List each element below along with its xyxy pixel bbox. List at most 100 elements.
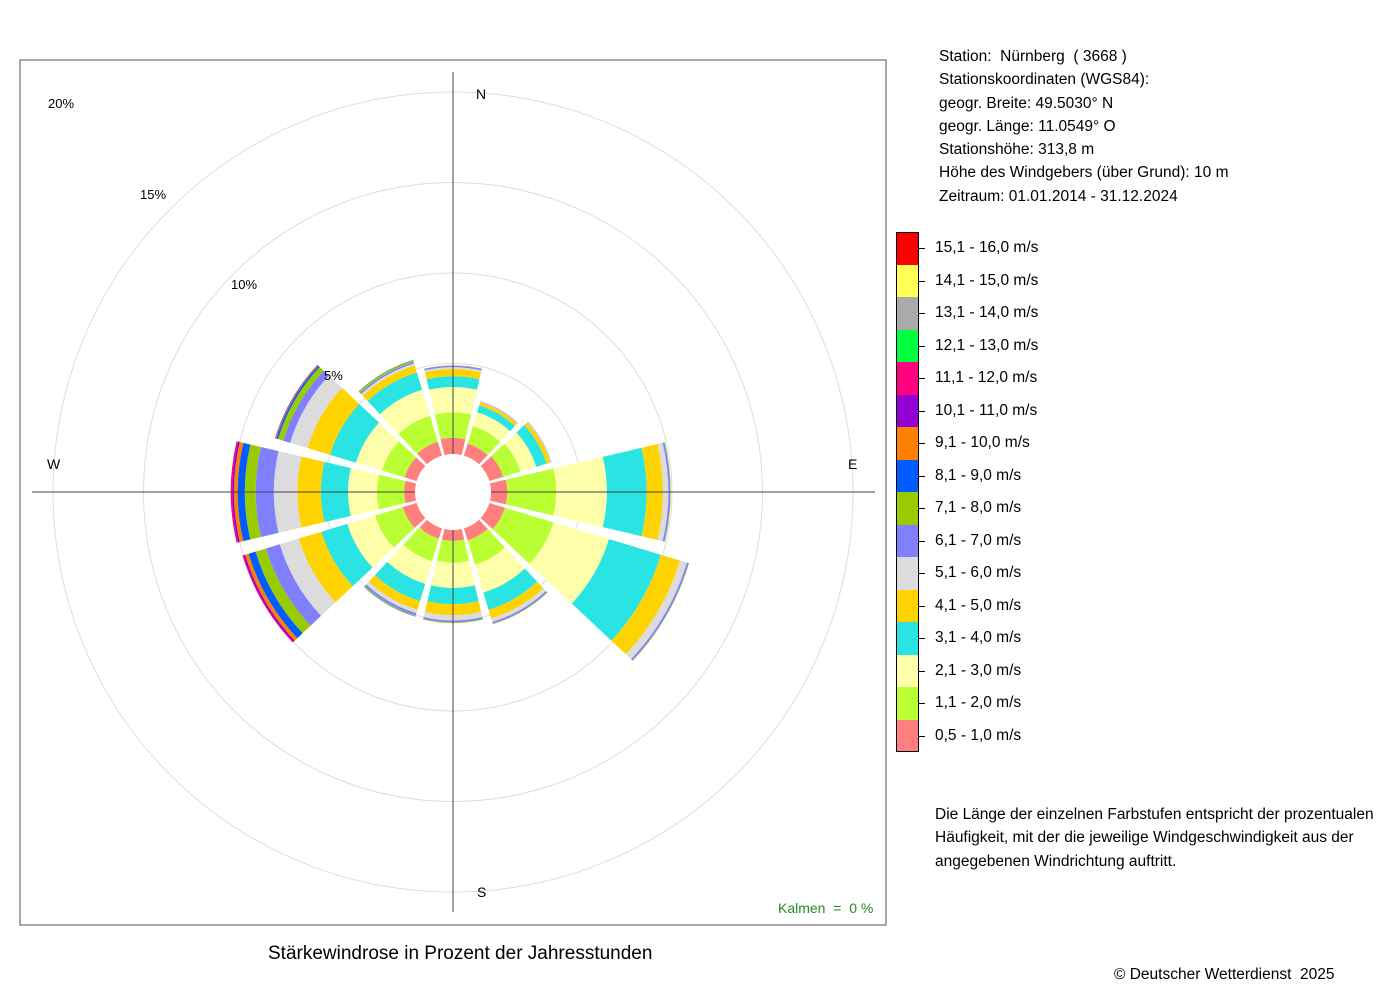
- sector-30-class-5: [479, 402, 518, 427]
- legend-label: 8,1 - 9,0 m/s: [935, 466, 1022, 484]
- legend-label: 0,5 - 1,0 m/s: [935, 726, 1022, 744]
- legend-swatch: [896, 362, 919, 395]
- sector-300-class-5: [307, 387, 360, 455]
- legend-tick: [919, 410, 925, 412]
- legend-item: 14,1 - 15,0 m/s: [896, 264, 1316, 297]
- compass-label-e: E: [848, 456, 857, 472]
- sector-240-class-4: [321, 523, 373, 587]
- sector-330-class-3: [379, 389, 430, 434]
- sector-150-class-1: [463, 519, 488, 541]
- legend-tick: [919, 475, 925, 477]
- legend-label: 5,1 - 6,0 m/s: [935, 564, 1022, 581]
- sector-90-class-6: [657, 442, 669, 542]
- sector-330-class-8: [358, 360, 414, 394]
- legend-item: 3,1 - 4,0 m/s: [896, 622, 1316, 655]
- sector-270-class-10: [233, 441, 244, 543]
- legend-label: 12,1 - 13,0 m/s: [935, 336, 1039, 354]
- legend-swatch: [896, 492, 919, 525]
- legend-label: 9,1 - 10,0 m/s: [935, 434, 1030, 451]
- sensor-height: Höhe des Windgebers (über Grund): 10 m: [939, 164, 1229, 182]
- sector-210-class-1: [419, 519, 443, 539]
- sector-150-class-5: [488, 581, 544, 619]
- legend-tick: [919, 540, 925, 542]
- legend-tick: [919, 248, 925, 249]
- copyright: © Deutscher Wetterdienst 2025: [1114, 966, 1335, 983]
- sector-240-class-10: [245, 553, 298, 641]
- rose-plot-area: [32, 72, 875, 912]
- sector-30-class-2: [467, 426, 501, 456]
- sector-150-class-4: [483, 568, 538, 610]
- legend-tick: [919, 605, 925, 607]
- legend-swatch: [896, 329, 919, 362]
- sector-300-class-3: [355, 422, 399, 471]
- sector-90-class-7: [662, 442, 671, 542]
- sector-210-class-7: [364, 584, 417, 616]
- legend-item: 9,1 - 10,0 m/s: [896, 427, 1316, 460]
- legend-item: 10,1 - 11,0 m/s: [896, 394, 1316, 427]
- legend-swatch: [896, 264, 919, 297]
- sector-210-class-5: [368, 575, 421, 610]
- sector-30-class-3: [472, 412, 510, 442]
- legend-label: 11,1 - 12,0 m/s: [935, 369, 1038, 386]
- legend-swatch: [896, 459, 919, 492]
- sector-60-class-2: [491, 443, 521, 477]
- legend-item: 6,1 - 7,0 m/s: [896, 524, 1316, 557]
- latitude: geogr. Breite: 49.5030° N: [939, 94, 1114, 112]
- legend-label: 13,1 - 14,0 m/s: [935, 304, 1039, 321]
- sector-240-class-8: [255, 548, 311, 634]
- sector-150-class-7: [492, 590, 548, 624]
- sector-60-class-1: [480, 456, 504, 482]
- legend-label: 6,1 - 7,0 m/s: [935, 531, 1022, 549]
- sector-60-class-5: [524, 422, 551, 464]
- sector-0-class-6: [424, 367, 482, 373]
- sector-270-class-11: [232, 441, 240, 543]
- legend-label: 2,1 - 3,0 m/s: [935, 661, 1022, 679]
- sector-330-class-6: [361, 363, 415, 396]
- calm-label: Kalmen = 0 %: [778, 900, 873, 916]
- sector-240-class-1: [402, 502, 426, 528]
- legend-item: 11,1 - 12,0 m/s: [896, 362, 1316, 395]
- legend-item: 15,1 - 16,0 m/s: [896, 232, 1316, 265]
- sector-150-class-6: [491, 588, 546, 622]
- legend-swatch: [896, 557, 919, 590]
- sector-120-class-5: [611, 554, 680, 655]
- plot-frame: [19, 59, 887, 926]
- legend-swatch: [896, 687, 919, 720]
- sector-60-class-3: [504, 432, 537, 472]
- sector-240-class-5: [298, 531, 353, 603]
- sector-180-class-8: [423, 618, 483, 624]
- explanation-note: Die Länge der einzelnen Farbstufen entsp…: [935, 803, 1395, 873]
- sector-0-class-8: [424, 365, 482, 370]
- legend-swatch: [896, 427, 919, 460]
- longitude: geogr. Länge: 11.0549° O: [939, 117, 1116, 135]
- legend-tick: [919, 443, 925, 444]
- legend-swatch: [896, 654, 919, 687]
- sector-300-class-4: [329, 404, 380, 463]
- sector-240-class-3: [347, 515, 394, 568]
- sector-240-class-6: [279, 538, 336, 616]
- sector-120-class-3: [529, 522, 609, 604]
- legend-label: 14,1 - 15,0 m/s: [935, 271, 1039, 289]
- legend-item: 2,1 - 3,0 m/s: [896, 654, 1316, 687]
- legend-label: 10,1 - 11,0 m/s: [935, 401, 1038, 419]
- sector-240-class-9: [248, 551, 303, 639]
- legend-swatch: [896, 589, 919, 622]
- sector-330-class-2: [398, 415, 438, 454]
- sector-300-class-1: [404, 457, 426, 482]
- legend-label: 1,1 - 2,0 m/s: [935, 694, 1022, 711]
- legend-item: 8,1 - 9,0 m/s: [896, 459, 1316, 492]
- sector-120-class-2: [492, 507, 554, 564]
- note-line: angegebenen Windrichtung auftritt.: [935, 852, 1177, 870]
- legend-item: 1,1 - 2,0 m/s: [896, 687, 1316, 720]
- sector-210-class-3: [387, 544, 433, 584]
- legend-tick: [919, 573, 925, 574]
- sector-300-class-6: [290, 375, 343, 449]
- sector-120-class-1: [480, 502, 505, 530]
- station-info: Station: Nürnberg ( 3668 ) Stationskoord…: [939, 45, 1228, 208]
- legend-swatch: [896, 524, 919, 557]
- sector-330-class-5: [362, 365, 417, 401]
- legend-tick: [919, 345, 925, 347]
- compass-label-s: S: [477, 884, 486, 900]
- legend-tick: [919, 378, 925, 379]
- legend-item: 5,1 - 6,0 m/s: [896, 557, 1316, 590]
